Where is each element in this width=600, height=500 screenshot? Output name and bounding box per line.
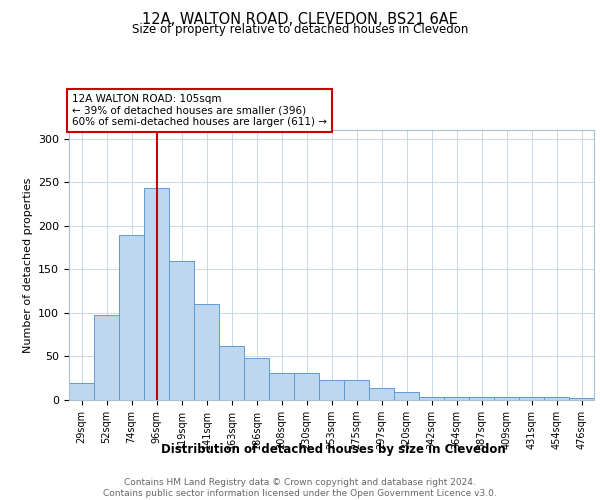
Bar xyxy=(319,380,344,400)
Bar xyxy=(269,373,294,400)
Text: Distribution of detached houses by size in Clevedon: Distribution of detached houses by size … xyxy=(161,442,505,456)
Text: 12A, WALTON ROAD, CLEVEDON, BS21 6AE: 12A, WALTON ROAD, CLEVEDON, BS21 6AE xyxy=(142,12,458,28)
Bar xyxy=(569,398,594,400)
Bar xyxy=(369,388,394,400)
Y-axis label: Number of detached properties: Number of detached properties xyxy=(23,178,32,352)
Text: 12A WALTON ROAD: 105sqm
← 39% of detached houses are smaller (396)
60% of semi-d: 12A WALTON ROAD: 105sqm ← 39% of detache… xyxy=(72,94,327,127)
Bar xyxy=(469,396,494,400)
Bar xyxy=(244,358,269,400)
Text: Size of property relative to detached houses in Clevedon: Size of property relative to detached ho… xyxy=(132,22,468,36)
Bar xyxy=(169,260,194,400)
Bar xyxy=(394,392,419,400)
Bar xyxy=(144,188,169,400)
Bar xyxy=(344,380,369,400)
Bar xyxy=(69,384,94,400)
Bar xyxy=(194,304,219,400)
Bar xyxy=(119,234,144,400)
Bar xyxy=(544,398,569,400)
Bar xyxy=(494,396,519,400)
Bar xyxy=(94,314,119,400)
Bar xyxy=(294,373,319,400)
Bar xyxy=(519,396,544,400)
Bar xyxy=(444,396,469,400)
Bar xyxy=(419,396,444,400)
Text: Contains HM Land Registry data © Crown copyright and database right 2024.
Contai: Contains HM Land Registry data © Crown c… xyxy=(103,478,497,498)
Bar xyxy=(219,346,244,400)
